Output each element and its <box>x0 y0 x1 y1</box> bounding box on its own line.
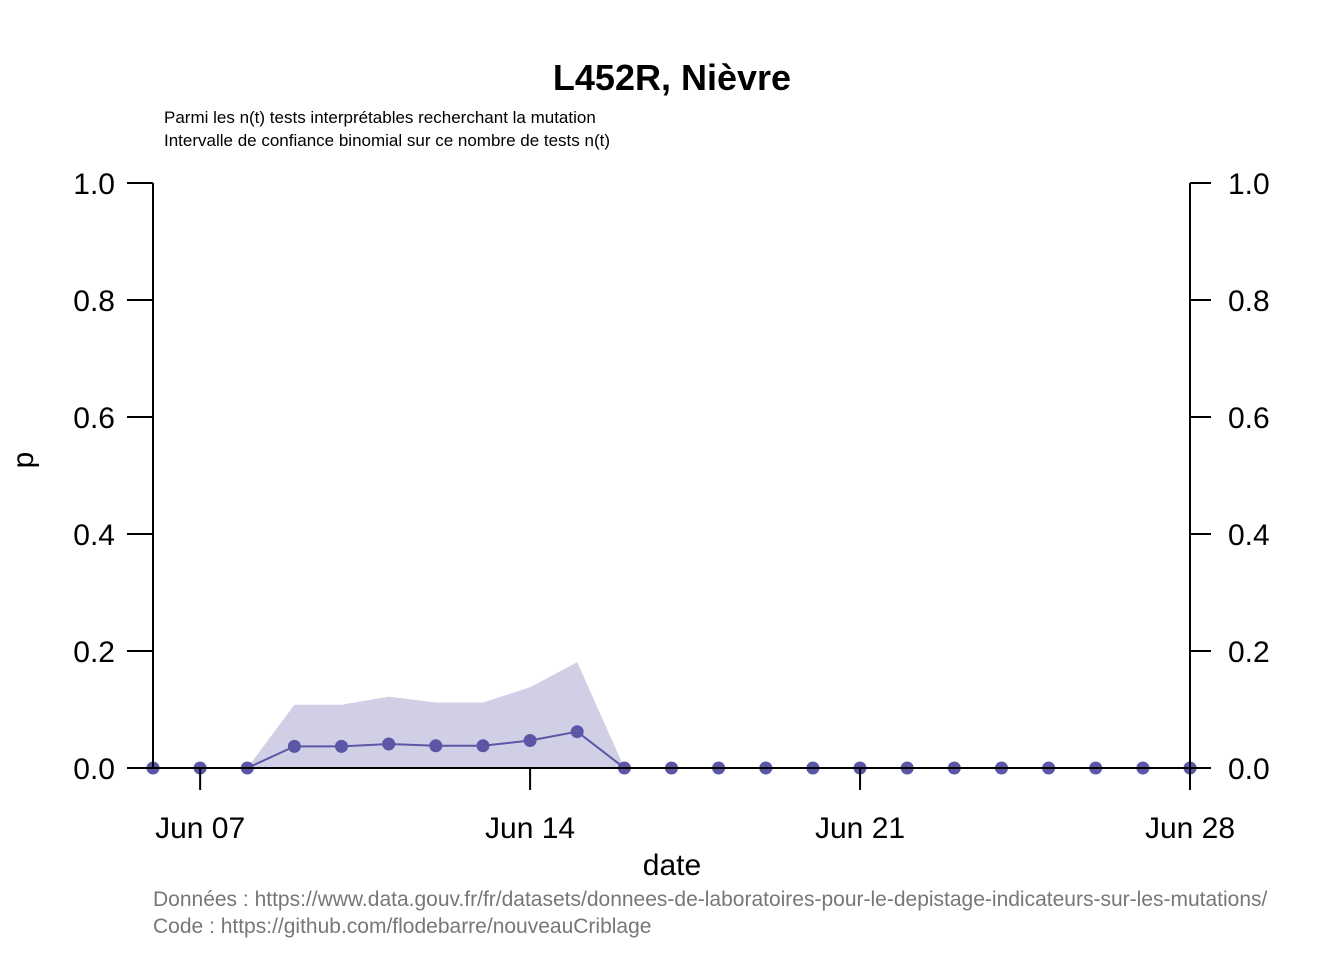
data-point <box>335 739 348 753</box>
y-tick-label-right: 1.0 <box>1228 168 1270 201</box>
y-tick-label-right: 0.2 <box>1228 636 1270 669</box>
x-tick-label: Jun 28 <box>1145 812 1235 845</box>
data-point <box>523 734 537 747</box>
y-tick-label-left: 0.6 <box>73 402 115 435</box>
x-tick-label: Jun 21 <box>815 812 905 845</box>
x-axis: Jun 07 Jun 14 Jun 21 Jun 28 <box>153 767 1235 845</box>
y-tick-label-left: 0.0 <box>73 753 115 786</box>
chart-subtitle-line-2: Intervalle de confiance binomial sur ce … <box>164 131 610 150</box>
chart-title: L452R, Nièvre <box>553 57 791 98</box>
x-tick-label: Jun 14 <box>485 812 575 845</box>
y-axis-right: 0.0 0.2 0.4 0.6 0.8 1.0 <box>1189 168 1270 786</box>
footer-code-source: Code : https://github.com/flodebarre/nou… <box>153 915 651 938</box>
y-tick-label-left: 0.2 <box>73 636 115 669</box>
chart-subtitle-line-1: Parmi les n(t) tests interprétables rech… <box>164 108 596 127</box>
confidence-band <box>153 662 1190 768</box>
footer-data-source: Données : https://www.data.gouv.fr/fr/da… <box>153 888 1267 911</box>
data-point <box>476 739 490 753</box>
data-point <box>382 737 396 751</box>
y-tick-label-right: 0.8 <box>1228 285 1270 318</box>
y-axis-label: p <box>7 452 40 469</box>
y-tick-label-left: 1.0 <box>73 168 115 201</box>
y-tick-label-right: 0.4 <box>1228 519 1270 552</box>
y-tick-label-left: 0.4 <box>73 519 115 552</box>
y-tick-label-left: 0.8 <box>73 285 115 318</box>
data-point <box>429 739 443 753</box>
x-axis-label: date <box>643 849 701 882</box>
plot-area <box>146 662 1197 775</box>
data-point <box>570 725 584 739</box>
y-tick-label-right: 0.6 <box>1228 402 1270 435</box>
data-point <box>287 739 301 753</box>
y-tick-label-right: 0.0 <box>1228 753 1270 786</box>
x-tick-label: Jun 07 <box>155 812 245 845</box>
y-axis-left: 0.0 0.2 0.4 0.6 0.8 1.0 <box>73 168 154 786</box>
